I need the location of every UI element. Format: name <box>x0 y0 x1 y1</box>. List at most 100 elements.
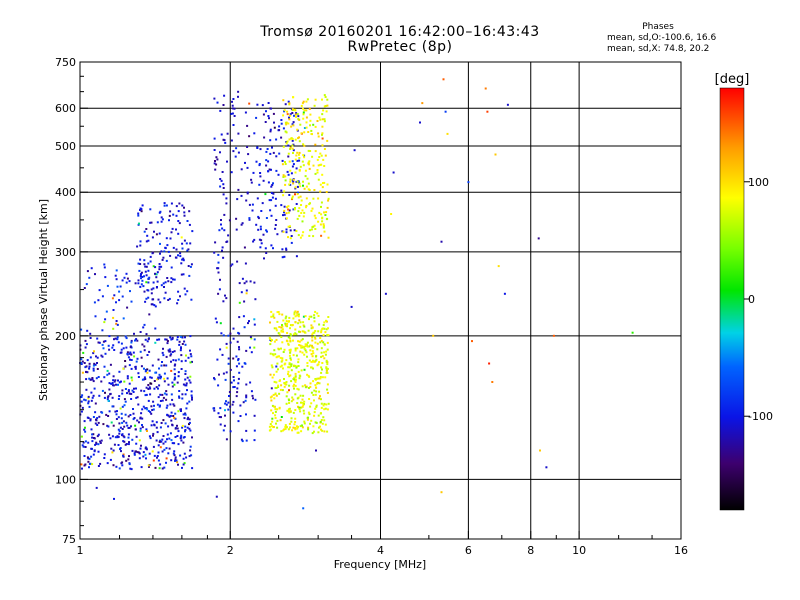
data-point <box>317 377 320 380</box>
data-point <box>296 128 299 131</box>
data-point <box>314 172 317 175</box>
data-point <box>285 212 288 215</box>
data-point <box>186 402 189 405</box>
data-point <box>144 447 147 450</box>
data-point <box>321 368 323 371</box>
data-point <box>270 409 273 412</box>
data-point <box>287 343 290 346</box>
data-point <box>311 344 313 347</box>
data-point <box>308 398 311 400</box>
data-point <box>161 351 164 354</box>
data-point <box>302 107 304 110</box>
data-point <box>102 340 105 343</box>
data-point <box>190 394 193 397</box>
data-point <box>238 316 241 319</box>
data-point <box>289 327 291 330</box>
data-point <box>150 376 153 379</box>
data-point <box>280 136 283 139</box>
data-point <box>156 338 159 341</box>
data-point <box>93 350 95 353</box>
data-point <box>301 234 304 237</box>
data-point <box>324 214 327 216</box>
data-point <box>229 430 232 433</box>
data-point <box>280 347 282 350</box>
data-point <box>233 107 236 110</box>
data-point <box>295 154 298 157</box>
data-point <box>262 113 265 116</box>
x-tick-label: 8 <box>527 544 534 557</box>
data-point <box>164 338 167 341</box>
data-point <box>149 382 152 385</box>
data-point <box>301 345 304 348</box>
data-point <box>287 408 290 411</box>
data-point <box>289 229 292 232</box>
data-point <box>236 198 239 201</box>
data-point <box>159 252 161 255</box>
data-point <box>245 280 248 283</box>
data-point <box>269 352 272 355</box>
data-point <box>319 412 322 415</box>
data-point <box>285 142 288 145</box>
data-point <box>129 414 132 416</box>
data-point <box>92 367 95 370</box>
data-point <box>288 362 291 365</box>
data-point <box>238 282 241 285</box>
data-point <box>305 204 308 207</box>
data-point <box>244 111 247 114</box>
data-point <box>143 323 146 326</box>
data-point <box>169 354 172 357</box>
data-point <box>239 415 242 417</box>
data-point <box>157 444 160 447</box>
data-point <box>111 382 114 384</box>
data-point <box>323 120 326 123</box>
data-point <box>188 427 191 430</box>
data-point <box>269 343 272 346</box>
data-point <box>350 305 353 308</box>
data-point <box>188 421 191 424</box>
data-point <box>314 217 317 220</box>
data-point <box>147 338 150 341</box>
data-point <box>484 87 487 90</box>
data-point <box>101 355 104 358</box>
data-point <box>491 381 494 383</box>
data-point <box>89 332 92 335</box>
data-point <box>231 104 234 107</box>
data-point <box>186 426 189 429</box>
data-point <box>155 276 158 279</box>
data-point <box>446 132 449 135</box>
data-point <box>184 370 187 373</box>
data-point <box>189 429 192 432</box>
data-point <box>251 203 254 206</box>
data-point <box>94 443 97 446</box>
data-point <box>190 263 193 266</box>
data-point <box>179 335 182 338</box>
data-point <box>303 353 306 356</box>
data-point <box>225 371 228 374</box>
data-point <box>159 404 161 407</box>
data-point <box>232 150 235 153</box>
data-point <box>253 439 256 442</box>
data-point <box>241 440 244 443</box>
data-point <box>325 110 328 113</box>
data-point <box>156 431 159 434</box>
data-point <box>245 289 248 292</box>
data-point <box>291 165 294 168</box>
data-point <box>300 204 302 206</box>
data-point <box>184 336 186 339</box>
data-point <box>231 403 234 406</box>
data-point <box>182 463 185 466</box>
data-point <box>155 439 158 442</box>
data-point <box>286 170 289 173</box>
data-point <box>132 418 135 421</box>
data-point <box>275 169 278 172</box>
data-point <box>290 363 293 366</box>
data-point <box>118 299 121 302</box>
data-point <box>180 410 182 412</box>
data-point <box>176 381 179 384</box>
data-point <box>120 348 123 351</box>
data-point <box>139 263 142 265</box>
data-point <box>124 400 127 403</box>
data-point <box>159 301 162 304</box>
data-point <box>223 229 226 232</box>
data-point <box>321 186 324 189</box>
